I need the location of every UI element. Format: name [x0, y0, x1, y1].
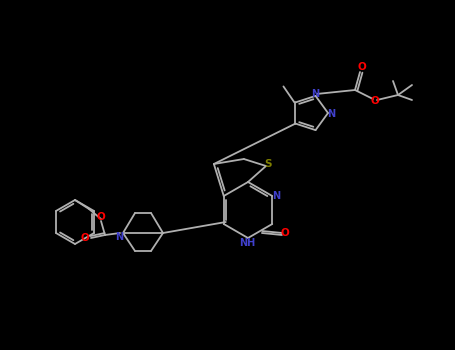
- Text: O: O: [81, 233, 89, 243]
- Text: O: O: [371, 96, 379, 106]
- Text: N: N: [312, 89, 319, 99]
- Text: N: N: [272, 191, 280, 201]
- Text: N: N: [327, 109, 335, 119]
- Text: NH: NH: [239, 238, 255, 248]
- Text: O: O: [96, 212, 106, 222]
- Text: O: O: [281, 228, 289, 238]
- Text: S: S: [264, 159, 272, 169]
- Text: N: N: [115, 232, 123, 242]
- Text: O: O: [358, 62, 366, 72]
